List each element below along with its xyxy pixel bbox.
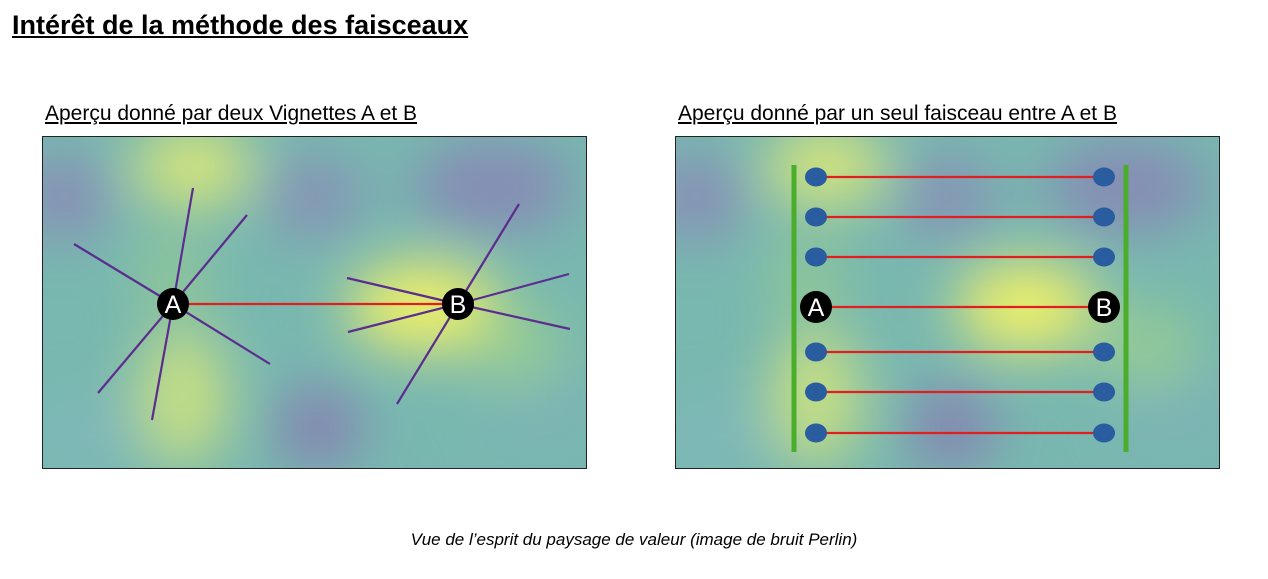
beam-endpoint-right [1093, 382, 1115, 402]
beam-endpoint-right [1093, 167, 1115, 187]
beam-endpoint-right [1093, 207, 1115, 227]
beam-endpoint-right [1093, 342, 1115, 362]
beam-endpoint-left [805, 207, 827, 227]
beam-endpoint-left [805, 423, 827, 443]
right-panel-title: Aperçu donné par un seul faisceau entre … [678, 102, 1117, 125]
landscape-noise [43, 137, 586, 468]
vignettes-diagram: A B [42, 136, 587, 469]
beam-lines [805, 167, 1115, 443]
beam-endpoint-left [805, 382, 827, 402]
beam-svg: A B [676, 137, 1219, 468]
vignette-a-rays [73, 187, 271, 421]
beam-endpoint-left [805, 342, 827, 362]
node-b-label: B [450, 291, 467, 319]
beam-diagram: A B [675, 136, 1220, 469]
node-a: A [800, 291, 832, 323]
page-title: Intérêt de la méthode des faisceaux [12, 10, 469, 40]
vignettes-svg: A B [43, 137, 586, 468]
beam-endpoint-left [805, 167, 827, 187]
node-a-label: A [808, 294, 825, 322]
node-a: A [157, 288, 189, 320]
figure-caption: Vue de l’esprit du paysage de valeur (im… [410, 530, 858, 549]
node-a-label: A [165, 291, 182, 319]
node-b: B [442, 288, 474, 320]
landscape-noise [676, 137, 1219, 468]
beam-endpoint-right [1093, 423, 1115, 443]
node-b: B [1088, 291, 1120, 323]
left-panel-title: Aperçu donné par deux Vignettes A et B [45, 102, 418, 125]
beam-endpoint-right [1093, 247, 1115, 267]
beam-endpoint-left [805, 247, 827, 267]
node-b-label: B [1096, 294, 1113, 322]
vignette-b-rays [346, 203, 571, 405]
